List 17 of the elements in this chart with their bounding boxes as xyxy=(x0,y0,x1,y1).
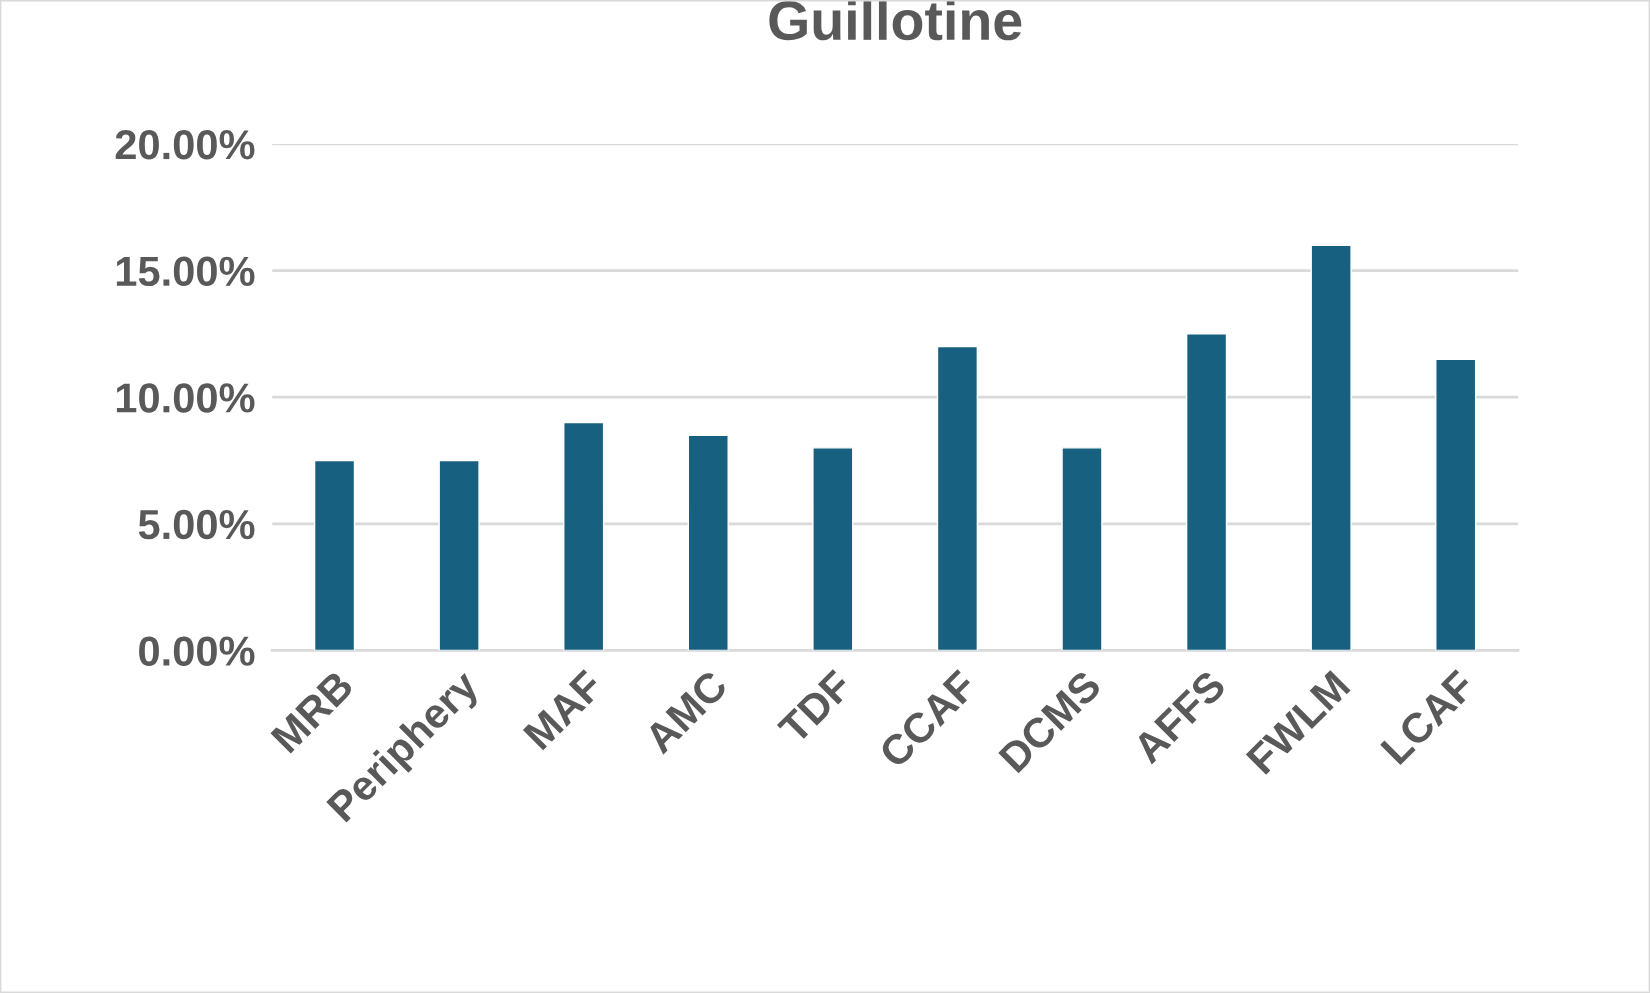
bar xyxy=(687,434,729,651)
bar xyxy=(812,447,854,651)
chart-title: Guillotine xyxy=(769,0,1022,41)
y-tick-label: 15.00% xyxy=(116,256,255,287)
bar xyxy=(563,421,605,651)
y-tick-label: 5.00% xyxy=(138,509,255,540)
bar xyxy=(1310,244,1352,651)
bar xyxy=(1435,358,1477,651)
y-tick-label: 20.00% xyxy=(115,129,255,160)
bar xyxy=(1185,333,1228,651)
bar xyxy=(1061,447,1103,651)
y-tick-label: 0.00% xyxy=(139,636,255,666)
bar xyxy=(438,459,480,651)
bar xyxy=(313,459,356,651)
x-tick-label: TDF xyxy=(776,669,854,746)
y-tick-label: 10.00% xyxy=(116,383,255,413)
bar xyxy=(936,345,979,651)
